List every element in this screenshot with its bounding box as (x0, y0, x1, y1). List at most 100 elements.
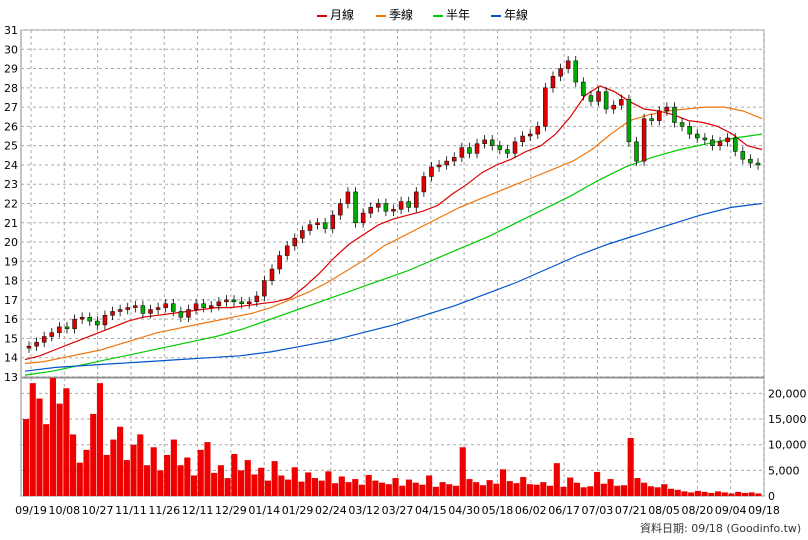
volume-bar (251, 474, 258, 496)
candle-body (209, 305, 214, 308)
volume-bar (70, 434, 77, 496)
candle-body (581, 81, 586, 96)
x-tick-label: 10/27 (82, 504, 114, 517)
volume-bar (258, 467, 265, 496)
volume-bar (244, 460, 251, 496)
candle-body (315, 222, 320, 225)
volume-bar (755, 493, 762, 496)
candle-body (520, 135, 525, 143)
volume-bar (298, 481, 305, 496)
volume-bar (291, 467, 298, 496)
candle-body (292, 237, 298, 247)
volume-bar (452, 485, 460, 496)
candle-body (406, 201, 411, 208)
candle-body (732, 137, 738, 152)
volume-bar (499, 469, 507, 496)
volume-bar (641, 482, 648, 496)
volume-bar (117, 426, 124, 496)
candle-body (201, 303, 206, 308)
volume-bar (345, 482, 352, 496)
candle-body (558, 68, 563, 77)
volume-bar (318, 480, 325, 496)
volume-bar (137, 434, 144, 496)
volume-bar (271, 461, 278, 496)
candle-body (459, 147, 465, 158)
volume-bar (573, 482, 581, 496)
candle-body (307, 224, 313, 231)
x-tick-label: 06/02 (515, 504, 547, 517)
candle-body (155, 307, 161, 310)
volume-bar (237, 470, 245, 496)
volume-bar (473, 482, 480, 496)
x-tick-label: 03/12 (348, 504, 380, 517)
volume-bar (83, 449, 90, 496)
volume-bar (493, 483, 500, 496)
x-tick-label: 08/05 (648, 504, 680, 517)
volume-bar (620, 485, 628, 496)
volume-bar (231, 453, 238, 496)
volume-bar (714, 491, 722, 496)
volume-bar (688, 492, 695, 496)
volume-bar (721, 492, 728, 496)
x-tick-label: 04/30 (448, 504, 480, 517)
volume-bar (513, 483, 520, 496)
candle-body (231, 299, 237, 303)
volume-bar (728, 493, 735, 496)
volume-bar (49, 378, 56, 496)
candle-body (125, 307, 130, 310)
volume-bar (36, 398, 43, 496)
candle-body (497, 145, 503, 150)
candle-body (64, 326, 70, 330)
candle-body (527, 133, 533, 137)
candle-body (444, 160, 449, 166)
volume-bar (735, 491, 742, 496)
volume-bar (123, 460, 130, 496)
price-tick-label: 14 (4, 352, 18, 365)
volume-bar (580, 487, 587, 496)
candle-body (550, 76, 556, 89)
x-tick-label: 10/08 (48, 504, 80, 517)
candle-body (148, 309, 153, 314)
candle-body (436, 164, 442, 168)
x-tick-label: 01/14 (248, 504, 280, 517)
candle-body (657, 110, 662, 121)
x-tick-label: 07/03 (582, 504, 614, 517)
price-tick-label: 13 (4, 371, 18, 384)
candle-body (543, 87, 548, 127)
candle-body (269, 268, 275, 281)
x-tick-label: 12/29 (215, 504, 247, 517)
volume-bar (634, 478, 641, 496)
volume-bar (285, 479, 292, 496)
candle-body (110, 311, 115, 316)
candle-body (330, 214, 335, 229)
candle-body (414, 191, 419, 208)
price-tick-label: 16 (4, 313, 18, 326)
price-tick-label: 20 (4, 236, 18, 249)
candle-body (702, 137, 708, 141)
volume-bar (56, 403, 63, 496)
candle-body (246, 301, 252, 304)
price-tick-label: 19 (4, 255, 18, 268)
volume-bar (278, 475, 285, 496)
candle-body (391, 209, 396, 212)
candle-body (239, 301, 244, 304)
price-tick-label: 24 (4, 159, 18, 172)
price-tick-label: 25 (4, 140, 18, 153)
chart-legend: 月線 季線 半年 年線 (0, 4, 808, 24)
candle-body (740, 151, 746, 160)
volume-bar (110, 439, 117, 496)
volume-bar (459, 447, 466, 496)
volume-bar (426, 475, 433, 496)
candle-body (467, 147, 472, 154)
legend-item-month: 月線 (317, 6, 354, 23)
volume-bar (332, 483, 339, 496)
candle-body (664, 106, 670, 112)
legend-label-year: 年線 (504, 8, 529, 22)
volume-bar (358, 484, 366, 496)
candle-body (140, 305, 146, 314)
volume-bar (164, 454, 171, 496)
candle-body (421, 176, 427, 193)
volume-bar (224, 478, 231, 496)
candle-body (626, 99, 632, 143)
volume-bar (211, 472, 218, 496)
